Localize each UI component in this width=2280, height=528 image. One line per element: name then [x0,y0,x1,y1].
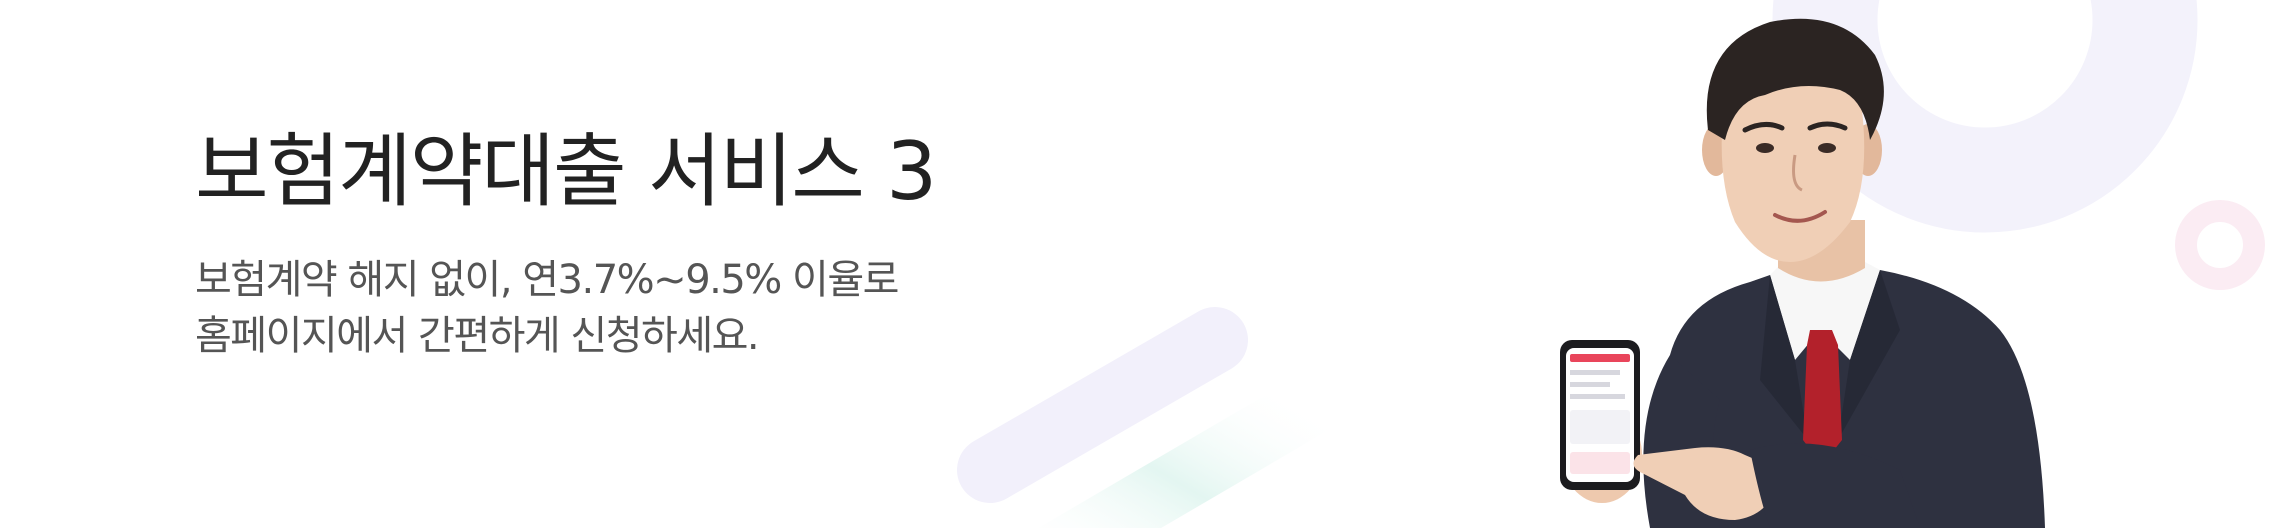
necktie [1803,330,1842,465]
phone-screen-grid [1570,410,1630,444]
right-eyebrow [1807,121,1848,131]
hair [1706,18,1884,141]
nose [1792,154,1803,192]
jacket-lapel-left [1760,275,1808,440]
phone-screen-block-1 [1570,370,1620,375]
phone-screen-footer [1570,452,1630,474]
shirt-collar [1770,260,1880,360]
phone-screen-block-2 [1570,382,1610,387]
jacket-lapel-right [1838,270,1900,440]
phone-screen-block-3 [1570,394,1625,399]
mouth [1773,210,1827,223]
left-eyebrow [1742,122,1785,133]
background-mint-stripe [1038,374,1341,528]
phone-screen-header [1570,354,1630,362]
description-line-2: 홈페이지에서 간편하게 신청하세요. [195,313,760,359]
background-lavender-stripe [957,307,1248,503]
person-illustration-icon [1560,18,2045,528]
banner-title: 보험계약대출 서비스 3 [195,125,937,218]
description-line-1: 보험계약 해지 없이, 연3.7%~9.5% 이율로 [195,257,899,303]
background-small-ring-shape [2175,200,2265,290]
pointing-hand [1633,447,1780,520]
left-eye [1756,143,1774,153]
banner-description: 보험계약 해지 없이, 연3.7%~9.5% 이율로 홈페이지에서 간편하게 신… [195,252,899,364]
right-eye [1818,143,1836,153]
right-arm [1750,443,1920,528]
background-ring-shape [1772,0,2198,233]
